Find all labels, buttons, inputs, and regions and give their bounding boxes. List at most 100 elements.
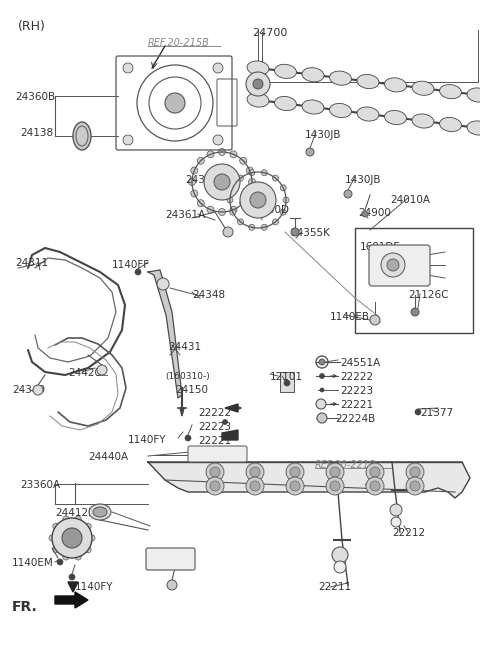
Circle shape xyxy=(230,207,237,213)
Circle shape xyxy=(197,200,204,207)
Text: 24431: 24431 xyxy=(168,342,201,352)
Circle shape xyxy=(246,463,264,481)
Ellipse shape xyxy=(357,107,379,121)
Text: (160310-): (160310-) xyxy=(165,372,210,381)
Circle shape xyxy=(246,190,253,197)
Circle shape xyxy=(249,224,255,230)
Circle shape xyxy=(316,399,326,409)
Circle shape xyxy=(75,554,81,560)
Circle shape xyxy=(33,385,43,395)
Text: 22221: 22221 xyxy=(340,400,373,410)
Circle shape xyxy=(261,169,267,175)
Circle shape xyxy=(97,365,107,375)
Circle shape xyxy=(330,481,340,491)
Circle shape xyxy=(185,435,191,441)
Circle shape xyxy=(240,182,276,218)
Circle shape xyxy=(189,179,195,185)
Text: 24361A: 24361A xyxy=(165,210,205,220)
Text: 1140FF: 1140FF xyxy=(112,260,150,270)
Ellipse shape xyxy=(93,507,107,517)
Circle shape xyxy=(49,535,55,541)
Text: 22222: 22222 xyxy=(340,372,373,382)
Circle shape xyxy=(240,158,247,164)
Circle shape xyxy=(387,259,399,271)
Circle shape xyxy=(213,135,223,145)
Circle shape xyxy=(63,516,69,522)
Circle shape xyxy=(246,72,270,96)
Circle shape xyxy=(370,315,380,325)
Circle shape xyxy=(214,174,230,190)
Circle shape xyxy=(204,164,240,200)
Circle shape xyxy=(249,169,255,175)
Circle shape xyxy=(284,380,290,386)
Circle shape xyxy=(253,79,263,89)
Circle shape xyxy=(290,467,300,477)
Circle shape xyxy=(273,219,278,225)
Text: 22222: 22222 xyxy=(198,408,231,418)
Circle shape xyxy=(210,467,220,477)
Bar xyxy=(355,228,473,333)
Circle shape xyxy=(123,135,133,145)
Ellipse shape xyxy=(440,117,461,132)
Polygon shape xyxy=(68,582,78,592)
Circle shape xyxy=(207,207,214,213)
Text: 24900: 24900 xyxy=(358,208,391,218)
Ellipse shape xyxy=(384,78,407,92)
Ellipse shape xyxy=(89,504,111,520)
Ellipse shape xyxy=(302,68,324,82)
Circle shape xyxy=(223,420,228,424)
Text: 22223: 22223 xyxy=(198,422,231,432)
Circle shape xyxy=(249,179,255,185)
Text: 24348: 24348 xyxy=(192,290,225,300)
Text: 1140FY: 1140FY xyxy=(128,435,167,445)
Ellipse shape xyxy=(467,121,480,135)
Text: 22223: 22223 xyxy=(340,386,373,396)
Text: FR.: FR. xyxy=(12,600,38,614)
Circle shape xyxy=(415,409,421,415)
Circle shape xyxy=(280,209,286,215)
Circle shape xyxy=(227,197,233,203)
Text: 24355K: 24355K xyxy=(290,228,330,238)
Polygon shape xyxy=(180,408,184,416)
FancyBboxPatch shape xyxy=(146,548,195,570)
Ellipse shape xyxy=(384,111,407,124)
Circle shape xyxy=(191,167,198,174)
Ellipse shape xyxy=(357,74,379,89)
Circle shape xyxy=(250,467,260,477)
Circle shape xyxy=(411,308,419,316)
Text: 1430JB: 1430JB xyxy=(345,175,382,185)
Circle shape xyxy=(167,580,177,590)
Circle shape xyxy=(206,463,224,481)
Ellipse shape xyxy=(330,71,351,85)
Ellipse shape xyxy=(467,88,480,102)
Circle shape xyxy=(344,190,352,198)
Ellipse shape xyxy=(330,103,351,118)
Circle shape xyxy=(53,523,59,529)
Circle shape xyxy=(370,467,380,477)
FancyBboxPatch shape xyxy=(188,446,247,462)
Circle shape xyxy=(410,467,420,477)
Ellipse shape xyxy=(412,114,434,128)
Circle shape xyxy=(230,151,237,158)
Circle shape xyxy=(197,158,204,164)
Circle shape xyxy=(191,190,198,197)
Circle shape xyxy=(370,481,380,491)
Text: 22224B: 22224B xyxy=(335,414,375,424)
Text: 24551A: 24551A xyxy=(340,358,380,368)
Circle shape xyxy=(89,535,95,541)
Text: REF.20-221B: REF.20-221B xyxy=(315,460,377,470)
Circle shape xyxy=(63,554,69,560)
Text: 22221: 22221 xyxy=(198,436,231,446)
Circle shape xyxy=(157,278,169,290)
Text: 12101: 12101 xyxy=(270,372,303,382)
Polygon shape xyxy=(225,404,238,412)
Circle shape xyxy=(390,504,402,516)
Text: 1140FY: 1140FY xyxy=(75,582,113,592)
Ellipse shape xyxy=(275,64,297,79)
Polygon shape xyxy=(55,592,88,608)
Circle shape xyxy=(53,547,59,553)
Circle shape xyxy=(381,253,405,277)
Text: 24311: 24311 xyxy=(15,258,48,268)
Text: 1601DE: 1601DE xyxy=(360,242,401,252)
Text: 24355: 24355 xyxy=(155,552,188,562)
